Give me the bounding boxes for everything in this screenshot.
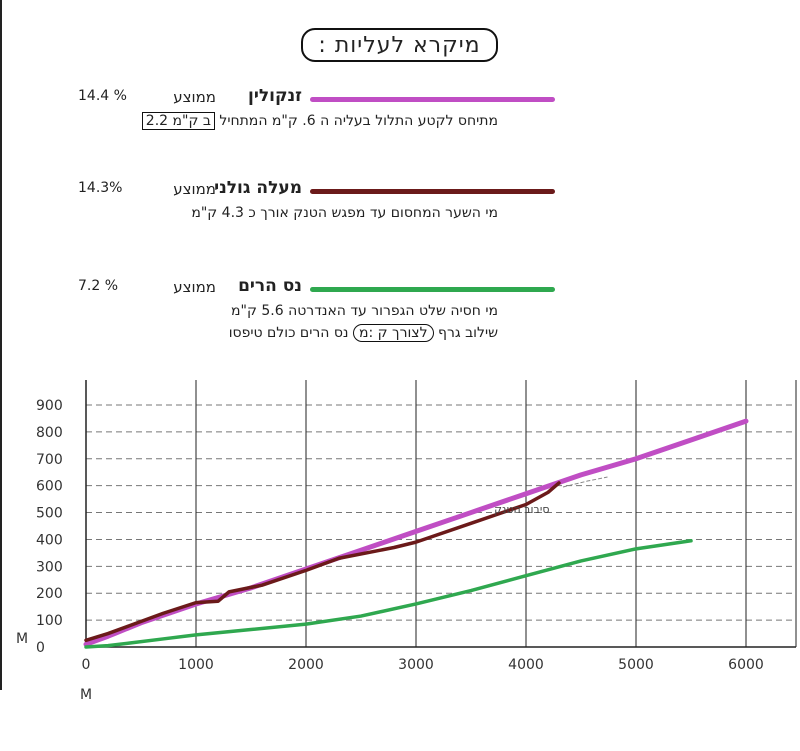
legend-avg-value: 7.2 % [78,278,119,294]
annotation-pointer [562,476,608,488]
chart-series [83,418,749,649]
legend-name: נס הרים [238,276,302,296]
legend-desc-text: נס הרים כולם טיפסו [228,325,349,341]
legend-name: מעלה גולני [214,178,302,198]
legend-name: זנקולין [248,86,302,106]
legend-avg-label: ממוצע [173,278,216,296]
legend-title-text: מיקרא לעליות : [318,32,481,58]
x-tick-label: 4000 [508,657,544,673]
legend-entry-zankolin: זנקולין ממוצע 14.4 % מתיחס לקטע התלול בע… [78,86,555,131]
x-tick-label: 2000 [288,657,324,673]
legend-swatch-zankolin [310,97,555,102]
legend-avg-label: ממוצע [173,180,216,198]
y-tick-label: 400 [36,532,63,548]
y-tick-label: 0 [36,640,45,656]
legend-description: מתיחס לקטע התלול בעליה ה 6. ק"מ המתחיל ב… [78,112,498,131]
legend-desc-boxed: ב ק"מ 2.2 [141,112,215,130]
y-axis-label: M [16,631,28,647]
x-tick-label: 0 [82,657,91,673]
chart-axes [85,380,797,648]
y-tick-label: 900 [36,398,63,414]
x-axis-label: M [80,687,92,703]
legend-desc-text: מתיחס לקטע התלול בעליה ה 6. ק"מ המתחיל [219,113,498,129]
legend-entry-golani: מעלה גולני ממוצע 14.3% מי השער המחסום עד… [78,178,555,223]
x-tick-label: 1000 [178,657,214,673]
elevation-chart: 0 100 200 300 400 500 600 700 800 900 0 1000 2000 300… [16,380,797,703]
chart-annotations: סיבוב הטנק [494,476,608,516]
y-tick-label: 200 [36,586,63,602]
y-tick-label: 800 [36,425,63,441]
annotation-text: סיבוב הטנק [494,503,549,516]
legend-description: מי חסיה שלט הגפרור עד האנדרטה 5.6 ק"מ [231,303,498,319]
legend-description-2: שילוב גרף לצורך ק :מ נס הרים כולם טיפסו [78,324,498,343]
legend-swatch-nes-harim [310,287,555,292]
legend-avg-label: ממוצע [173,88,216,106]
legend-desc-pill: לצורך ק :מ [352,324,434,342]
series-line [84,481,561,643]
left-border [0,0,2,690]
y-tick-label: 300 [36,559,63,575]
legend-desc-text: שילוב גרף [438,325,498,341]
legend-avg-value: 14.3% [78,180,123,196]
x-tick-label: 3000 [398,657,434,673]
x-tick-label: 6000 [728,657,764,673]
legend-entry-nes-harim: נס הרים ממוצע 7.2 % מי חסיה שלט הגפרור ע… [78,276,555,343]
chart-tick-labels: 0 100 200 300 400 500 600 700 800 900 0 1000 2000 300… [16,398,764,703]
y-tick-label: 500 [36,506,63,522]
series-line [84,539,693,649]
y-tick-label: 100 [36,613,63,629]
y-tick-label: 700 [36,452,63,468]
x-tick-label: 5000 [618,657,654,673]
legend-title: מיקרא לעליות : [301,28,498,62]
legend-swatch-golani [310,189,555,194]
legend-avg-value: 14.4 % [78,88,127,104]
legend-description: מי השער המחסום עד מפגש הטנק אורך כ 4.3 ק… [191,205,498,221]
y-tick-label: 600 [36,479,63,495]
